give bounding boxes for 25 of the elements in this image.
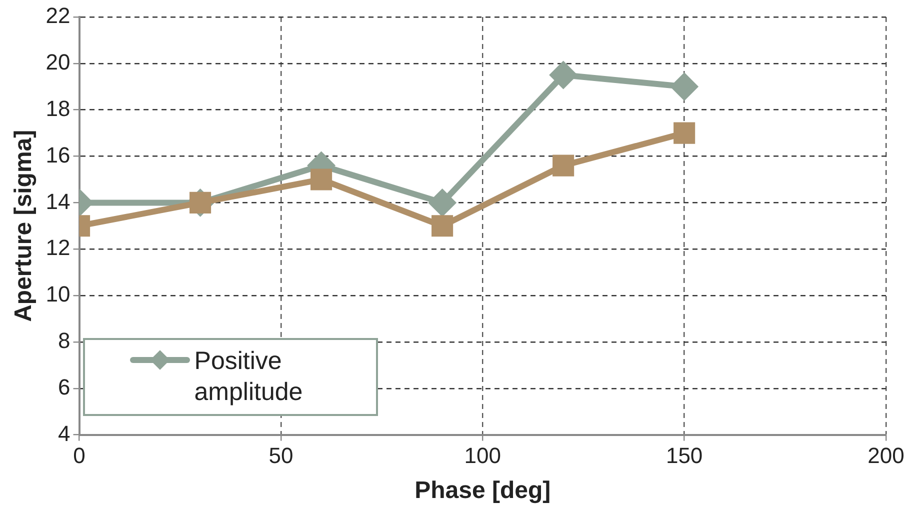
point (550, 62, 576, 88)
legend-label: Positive amplitude (194, 346, 304, 408)
y-tick-label: 14 (46, 188, 70, 214)
point (674, 122, 696, 144)
y-tick-label: 22 (46, 3, 70, 28)
point (310, 168, 332, 190)
x-tick-label: 200 (868, 443, 904, 468)
point (671, 74, 698, 100)
y-tick-label: 12 (46, 235, 70, 260)
x-tick-label: 150 (666, 443, 703, 468)
x-tick-label: 50 (268, 443, 294, 468)
x-tick-label: 100 (464, 443, 501, 468)
y-tick-label: 16 (46, 142, 70, 168)
y-tick-label: 6 (58, 374, 70, 400)
x-axis-title: Phase [deg] (414, 477, 551, 504)
point (552, 154, 574, 176)
y-tick-label: 20 (46, 49, 70, 74)
point (429, 190, 456, 216)
y-tick-label: 4 (58, 420, 70, 446)
y-tick-label: 8 (58, 328, 70, 354)
y-axis-title: Aperture [sigma] (10, 130, 38, 322)
x-tick-label: 0 (73, 443, 86, 468)
y-tick-label: 10 (46, 282, 70, 307)
point (432, 215, 454, 237)
y-tick-label: 18 (46, 96, 70, 121)
